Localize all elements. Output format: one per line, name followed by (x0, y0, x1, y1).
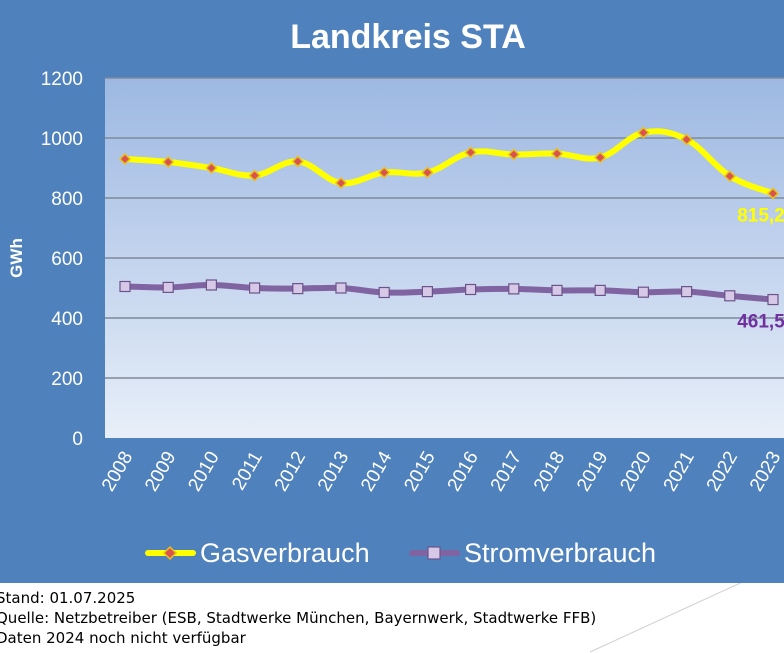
end-label-stromverbrauch: 461,5 (737, 312, 784, 333)
x-tick-label: 2013 (314, 448, 353, 495)
data-point-gas (118, 152, 132, 166)
data-point-strom (249, 282, 261, 294)
legend-marker-gas (162, 545, 178, 561)
data-point-gas (464, 146, 477, 159)
x-axis: 2008 2009 2010 2011 2012 2013 2014 2015 2016 2017… (98, 448, 784, 495)
data-point-strom (767, 293, 779, 306)
chart-title: Landkreis STA (290, 18, 526, 56)
y-tick-label: 600 (51, 249, 83, 270)
data-point-gas (378, 166, 391, 179)
end-labels: 815,2 461,5 (737, 205, 784, 332)
data-point-strom (378, 286, 390, 299)
data-point-gas (507, 148, 520, 161)
data-point-strom (594, 284, 606, 296)
data-point-gas (162, 155, 175, 169)
legend-label-gasverbrauch: Gasverbrauch (200, 538, 370, 568)
data-point-strom (551, 284, 563, 296)
data-point-strom (162, 281, 174, 293)
series-line-stromverbrauch (122, 281, 776, 303)
data-point-gas (205, 161, 218, 175)
x-tick-label: 2021 (660, 448, 699, 495)
x-tick-label: 2023 (746, 448, 784, 495)
data-point-gas (637, 126, 650, 139)
x-tick-label: 2010 (184, 448, 223, 495)
note-source: Quelle: Netzbetreiber (ESB, Stadtwerke M… (0, 609, 597, 627)
line-chart: Landkreis STA 0 200 400 600 800 1000 1200 2008… (7, 18, 784, 568)
decorative-line (589, 583, 742, 653)
y-axis-label: GWh (7, 238, 26, 278)
y-tick-label: 1000 (41, 129, 83, 150)
note-availability: Daten 2024 noch nicht verfügbar (0, 629, 246, 647)
x-tick-label: 2018 (530, 448, 569, 495)
y-tick-label: 400 (51, 309, 83, 330)
data-point-gas (594, 151, 607, 164)
data-point-gas (248, 169, 261, 182)
data-point-strom (680, 286, 693, 298)
x-tick-label: 2017 (487, 448, 526, 495)
data-point-strom (637, 286, 650, 298)
x-tick-label: 2008 (98, 448, 137, 495)
legend-marker-strom (427, 546, 441, 560)
data-point-strom (119, 280, 131, 293)
data-point-strom (465, 283, 477, 296)
x-tick-label: 2022 (703, 448, 742, 495)
y-tick-label: 800 (51, 189, 83, 210)
data-point-gas (291, 155, 304, 168)
data-point-strom (205, 279, 217, 291)
gridlines (105, 77, 784, 379)
x-tick-label: 2016 (444, 448, 483, 495)
x-tick-label: 2020 (616, 448, 655, 495)
data-point-strom (292, 283, 304, 295)
chart-panel: Landkreis STA 0 200 400 600 800 1000 1200 2008… (0, 0, 784, 583)
data-point-gas (723, 170, 736, 183)
data-point-strom (724, 290, 736, 302)
y-axis: 0 200 400 600 800 1000 1200 (41, 69, 83, 450)
data-point-strom (508, 283, 520, 295)
data-point-gas (550, 147, 564, 160)
x-tick-label: 2014 (357, 448, 397, 495)
data-point-strom (421, 286, 433, 298)
y-tick-label: 1200 (41, 69, 83, 90)
legend-label-stromverbrauch: Stromverbrauch (464, 538, 656, 568)
data-point-gas (680, 133, 693, 146)
note-date: Stand: 01.07.2025 (0, 589, 136, 607)
series-layer (118, 126, 780, 306)
y-tick-label: 200 (51, 369, 83, 390)
data-point-strom (335, 282, 347, 294)
data-point-gas (421, 166, 434, 179)
footnotes: Stand: 01.07.2025 Quelle: Netzbetreiber … (0, 588, 784, 648)
data-point-gas (334, 176, 348, 190)
x-tick-label: 2009 (141, 448, 180, 495)
y-tick-label: 0 (72, 429, 83, 450)
data-point-gas (766, 187, 780, 200)
x-tick-label: 2011 (228, 448, 267, 494)
series-line-gasverbrauch (122, 128, 776, 197)
legend: Gasverbrauch Stromverbrauch (145, 538, 656, 568)
x-tick-label: 2012 (271, 448, 310, 495)
x-tick-label: 2015 (400, 448, 439, 495)
end-label-gasverbrauch: 815,2 (737, 205, 784, 226)
x-tick-label: 2019 (573, 448, 612, 495)
